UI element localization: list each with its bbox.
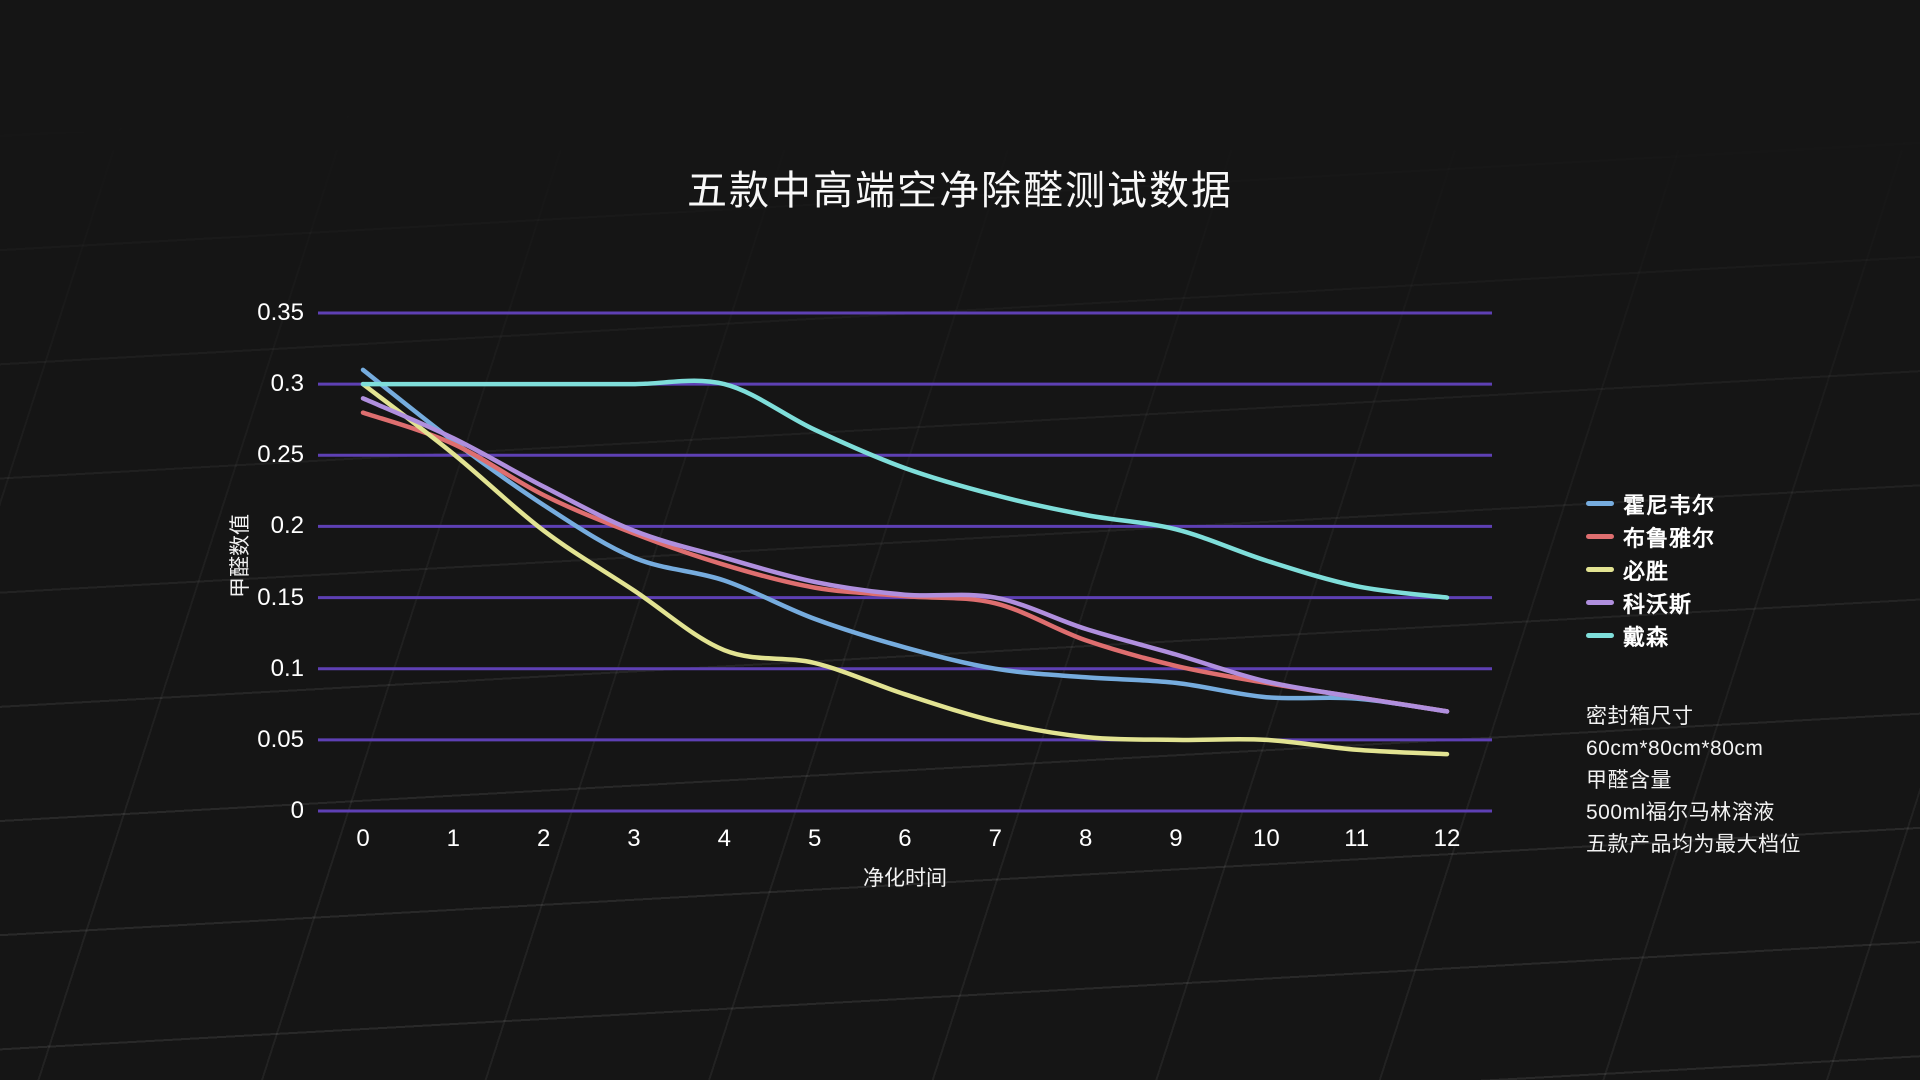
y-tick-label-0.1: 0.1 [270, 654, 304, 682]
x-tick-label-11: 11 [1344, 825, 1370, 852]
y-tick-label-0.05: 0.05 [257, 725, 304, 753]
x-tick-label-8: 8 [1078, 825, 1093, 852]
x-tick-label-10: 10 [1252, 825, 1280, 852]
x-tick-label-0: 0 [356, 825, 370, 852]
x-tick-label-12: 12 [1433, 825, 1461, 852]
chart-legend: 霍尼韦尔布鲁雅尔必胜科沃斯戴森 [1586, 487, 1715, 652]
legend-line-swatch [1586, 567, 1614, 572]
y-tick-label-0: 0 [290, 797, 304, 824]
x-tick-label-2: 2 [536, 825, 551, 852]
legend-item-戴森[interactable]: 戴森 [1586, 619, 1715, 652]
legend-item-科沃斯[interactable]: 科沃斯 [1586, 586, 1715, 619]
y-axis-title: 甲醛数值 [229, 514, 252, 598]
y-tick-label-0.3: 0.3 [270, 370, 304, 398]
chart-title: 五款中高端空净除醛测试数据 [687, 169, 1233, 213]
x-tick-label-4: 4 [717, 825, 731, 852]
note-line-5: 五款产品均为最大档位 [1586, 833, 1801, 856]
legend-label: 必胜 [1623, 558, 1670, 584]
legend-label: 霍尼韦尔 [1623, 492, 1716, 518]
series-line-布鲁雅尔 [360, 410, 1450, 714]
x-tick-label-1: 1 [446, 825, 460, 852]
x-tick-label-6: 6 [898, 825, 912, 852]
legend-item-霍尼韦尔[interactable]: 霍尼韦尔 [1586, 487, 1715, 520]
note-line-4: 500ml福尔马林溶液 [1586, 801, 1775, 824]
y-tick-label-0.25: 0.25 [257, 441, 304, 469]
series-line-霍尼韦尔 [360, 367, 1450, 714]
x-tick-label-3: 3 [627, 825, 641, 852]
x-tick-label-9: 9 [1169, 825, 1183, 852]
legend-label: 科沃斯 [1623, 591, 1693, 617]
x-axis-title: 净化时间 [863, 867, 947, 890]
legend-item-必胜[interactable]: 必胜 [1586, 553, 1715, 586]
note-line-1: 密封箱尺寸 [1586, 705, 1694, 728]
series-line-戴森 [360, 378, 1450, 600]
legend-item-布鲁雅尔[interactable]: 布鲁雅尔 [1586, 520, 1715, 553]
series-line-科沃斯 [360, 396, 1450, 714]
x-tick-label-7: 7 [988, 825, 1002, 852]
legend-label: 布鲁雅尔 [1623, 525, 1716, 551]
note-line-2: 60cm*80cm*80cm [1586, 737, 1764, 760]
note-line-3: 甲醛含量 [1586, 769, 1672, 792]
series-line-必胜 [360, 381, 1450, 757]
legend-line-swatch [1586, 501, 1614, 506]
y-tick-label-0.2: 0.2 [270, 512, 304, 540]
y-tick-label-0.15: 0.15 [257, 583, 304, 611]
test-conditions-note: 密封箱尺寸 60cm*80cm*80cm 甲醛含量 500ml福尔马林溶液五款产品均为… [1586, 701, 1801, 861]
legend-label: 戴森 [1623, 624, 1670, 650]
legend-line-swatch [1586, 600, 1614, 605]
legend-line-swatch [1586, 534, 1614, 539]
legend-line-swatch [1586, 633, 1614, 638]
x-tick-label-5: 5 [807, 825, 822, 852]
y-tick-label-0.35: 0.35 [257, 299, 304, 326]
